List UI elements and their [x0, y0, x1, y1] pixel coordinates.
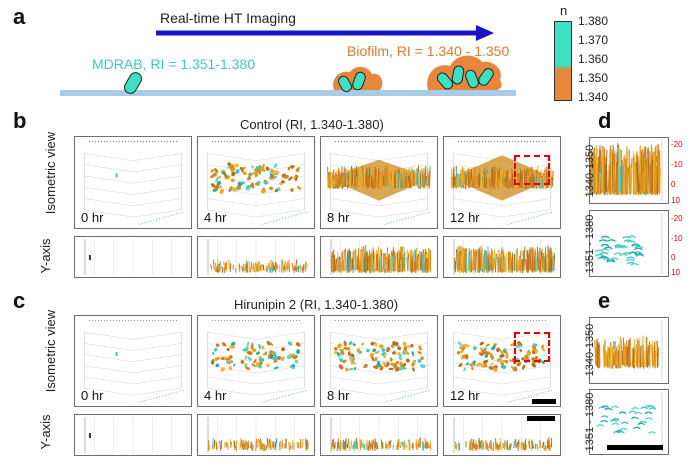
- row-label-yaxis: Y-axis: [38, 402, 54, 462]
- d-axis-tick: -10: [671, 160, 683, 169]
- micrograph-render: [590, 211, 668, 276]
- tile-b-iso: 8 hr: [320, 136, 438, 229]
- tile-b-yaxis: [443, 236, 561, 278]
- tile-b-yaxis: [197, 236, 315, 278]
- time-label: 8 hr: [327, 388, 349, 403]
- time-label: 8 hr: [327, 210, 349, 225]
- d-label-low: 1340-1350: [584, 136, 598, 206]
- micrograph-render: [444, 415, 560, 455]
- row-label-yaxis: Y-axis: [38, 226, 54, 286]
- time-label: 4 hr: [204, 210, 226, 225]
- d-axis-tick: -20: [671, 140, 683, 149]
- micrograph-render: [590, 318, 668, 383]
- d-label-high: 1351 - 1380: [584, 209, 598, 279]
- panel-letter-d: d: [598, 110, 611, 132]
- colorbar-tick: 1.370: [578, 33, 608, 47]
- e-label-low: 1340-1350: [584, 315, 598, 385]
- micrograph-render: [590, 138, 668, 203]
- d-axis-tick: 0: [671, 180, 675, 189]
- scale-bar: [527, 416, 555, 421]
- d-axis-tick: 10: [671, 196, 680, 205]
- time-arrow-head: [476, 25, 494, 41]
- tile-e-zoom: [589, 317, 669, 384]
- tile-c-yaxis: [74, 414, 192, 456]
- micrograph-render: [198, 415, 314, 455]
- d-axis-tick: 0: [671, 253, 675, 262]
- micrograph-render: [75, 237, 191, 277]
- colorbar-tick: 1.380: [578, 14, 608, 28]
- panel-letter-e: e: [598, 290, 610, 312]
- scale-bar: [607, 445, 663, 450]
- panel-letter-b: b: [13, 110, 26, 132]
- micrograph-render: [321, 415, 437, 455]
- tile-d-zoom: [589, 210, 669, 277]
- tile-b-yaxis: [74, 236, 192, 278]
- scale-bar: [532, 399, 556, 404]
- tile-b-iso: 0 hr: [74, 136, 192, 229]
- zoom-region-box: [514, 332, 550, 362]
- tile-c-iso: 0 hr: [74, 315, 192, 407]
- time-label: 12 hr: [450, 388, 480, 403]
- e-label-high: 1351 - 1380: [584, 387, 598, 457]
- section-b-title: Control (RI, 1.340-1.380): [240, 117, 384, 132]
- biofilm-label: Biofilm, RI = 1.340 - 1.350: [347, 43, 509, 59]
- time-label: 4 hr: [204, 388, 226, 403]
- panel-letter-c: c: [13, 290, 25, 312]
- section-c-title: Hirunipin 2 (RI, 1.340-1.380): [234, 297, 398, 312]
- row-label-isometric: Isometric view: [43, 306, 59, 396]
- tile-c-iso: 4 hr: [197, 315, 315, 407]
- micrograph-render: [444, 237, 560, 277]
- tile-b-yaxis: [320, 236, 438, 278]
- mdrab-label: MDRAB, RI = 1.351-1.380: [92, 56, 255, 72]
- tile-d-zoom: [589, 137, 669, 204]
- micrograph-render: [198, 237, 314, 277]
- colorbar-title: n: [560, 3, 567, 18]
- tile-c-yaxis: [197, 414, 315, 456]
- tile-c-yaxis: [320, 414, 438, 456]
- d-axis-tick: -10: [671, 234, 683, 243]
- time-label: 0 hr: [81, 210, 103, 225]
- arrow-label: Real-time HT Imaging: [160, 10, 296, 26]
- d-axis-tick: 10: [671, 268, 680, 277]
- colorbar-tick: 1.360: [578, 52, 608, 66]
- row-label-isometric: Isometric view: [43, 128, 59, 218]
- micrograph-render: [75, 415, 191, 455]
- zoom-region-box: [514, 155, 550, 185]
- colorbar-tick: 1.340: [578, 90, 608, 104]
- tile-c-iso: 8 hr: [320, 315, 438, 407]
- colorbar: [554, 21, 572, 101]
- time-label: 0 hr: [81, 388, 103, 403]
- tile-b-iso: 4 hr: [197, 136, 315, 229]
- micrograph-render: [321, 237, 437, 277]
- d-axis-tick: -20: [671, 214, 683, 223]
- time-label: 12 hr: [450, 210, 480, 225]
- colorbar-tick: 1.350: [578, 71, 608, 85]
